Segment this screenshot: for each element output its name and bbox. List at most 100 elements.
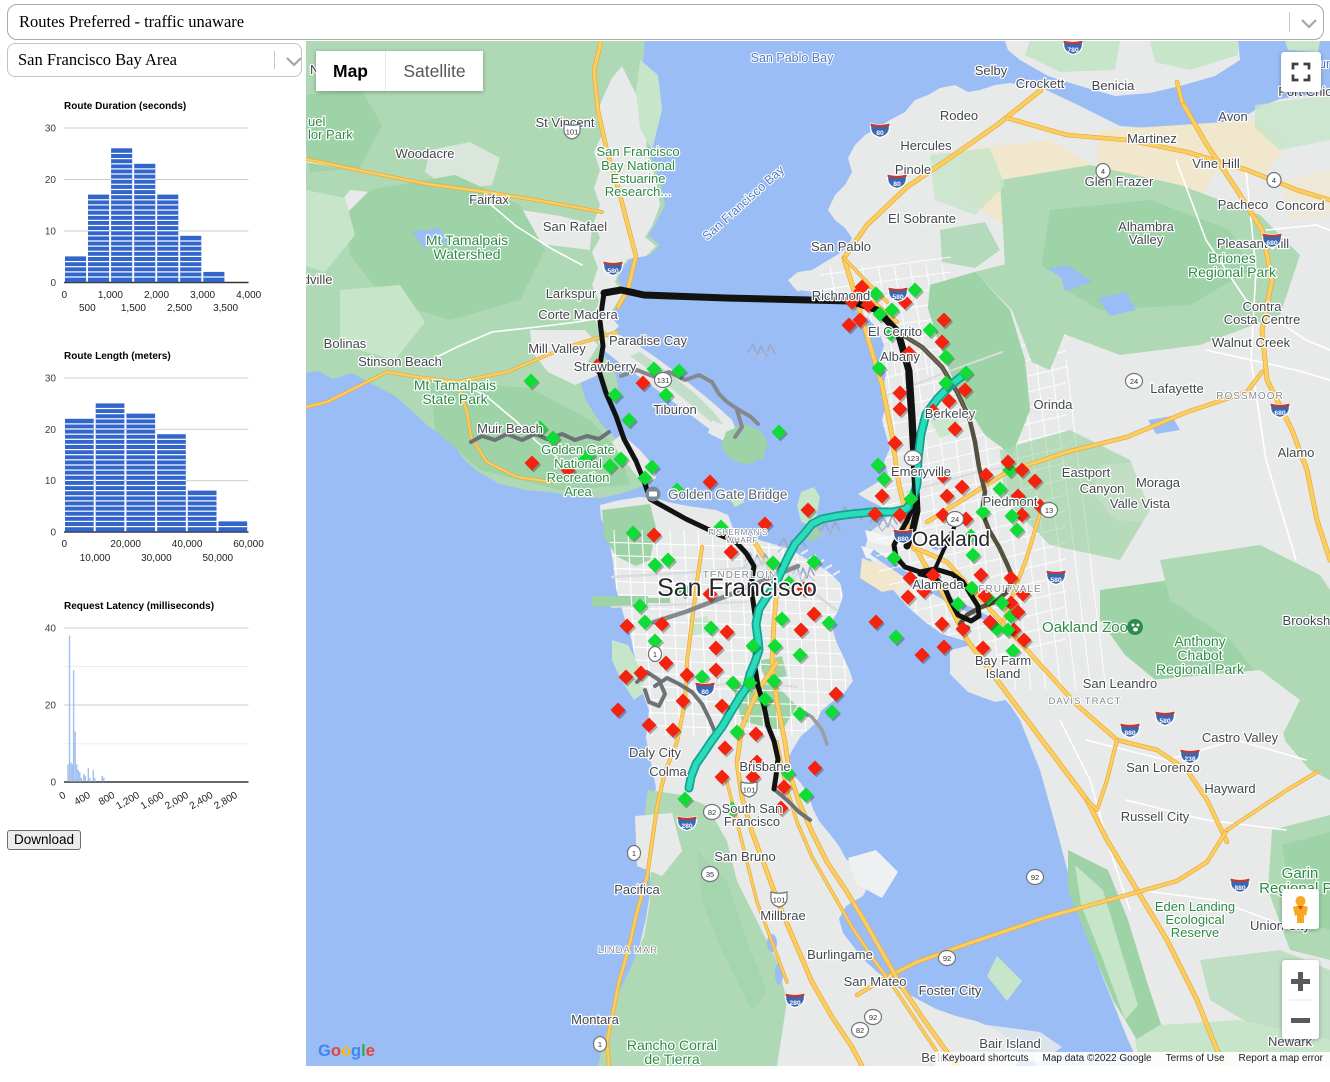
svg-text:Emeryville: Emeryville bbox=[891, 464, 951, 479]
svg-text:San Pablo: San Pablo bbox=[811, 239, 871, 254]
svg-text:92: 92 bbox=[943, 954, 951, 963]
svg-text:Mill Valley: Mill Valley bbox=[528, 341, 586, 356]
svg-text:FRUITVALE: FRUITVALE bbox=[978, 584, 1041, 595]
svg-text:Ecological: Ecological bbox=[1165, 912, 1224, 927]
svg-text:13: 13 bbox=[1045, 506, 1053, 515]
svg-text:Martinez: Martinez bbox=[1127, 131, 1177, 146]
svg-text:580: 580 bbox=[1159, 718, 1171, 725]
svg-text:24: 24 bbox=[1130, 377, 1138, 386]
svg-text:4: 4 bbox=[1101, 167, 1105, 176]
svg-text:20: 20 bbox=[45, 425, 57, 436]
svg-text:Oakland: Oakland bbox=[912, 528, 990, 551]
svg-text:de Tierra: de Tierra bbox=[644, 1051, 699, 1066]
svg-text:El Sobrante: El Sobrante bbox=[888, 211, 956, 226]
svg-text:San Francisco: San Francisco bbox=[657, 574, 817, 602]
svg-text:Burlingame: Burlingame bbox=[807, 947, 873, 962]
svg-text:24: 24 bbox=[951, 515, 959, 524]
svg-text:0: 0 bbox=[50, 528, 56, 539]
svg-text:Pacifica: Pacifica bbox=[614, 882, 660, 897]
svg-text:Reserve: Reserve bbox=[1171, 925, 1219, 940]
svg-text:Hercules: Hercules bbox=[900, 138, 952, 153]
svg-text:30: 30 bbox=[45, 124, 57, 135]
svg-text:Lafayette: Lafayette bbox=[1150, 381, 1204, 396]
svg-text:Strawberry: Strawberry bbox=[574, 359, 637, 374]
svg-text:1,200: 1,200 bbox=[114, 790, 142, 812]
svg-text:Brisbane: Brisbane bbox=[739, 759, 790, 774]
svg-text:Paradise Cay: Paradise Cay bbox=[609, 333, 688, 348]
svg-text:Oakland Zoo: Oakland Zoo bbox=[1042, 619, 1128, 636]
svg-text:San Francisco: San Francisco bbox=[596, 144, 679, 159]
svg-text:Vine Hill: Vine Hill bbox=[1192, 156, 1240, 171]
svg-text:Foster City: Foster City bbox=[919, 983, 982, 998]
svg-text:Request Latency (milliseconds): Request Latency (milliseconds) bbox=[64, 601, 214, 612]
svg-text:Pinole: Pinole bbox=[895, 162, 931, 177]
svg-text:odville: odville bbox=[306, 272, 332, 287]
svg-text:Valle Vista: Valle Vista bbox=[1110, 496, 1171, 511]
svg-text:10: 10 bbox=[45, 227, 57, 238]
svg-text:880: 880 bbox=[1124, 730, 1136, 737]
svg-text:Muir Beach: Muir Beach bbox=[477, 421, 543, 436]
svg-text:80: 80 bbox=[893, 181, 901, 188]
svg-text:Chabot: Chabot bbox=[1177, 647, 1222, 663]
svg-text:Canyon: Canyon bbox=[1080, 481, 1125, 496]
svg-text:0: 0 bbox=[62, 290, 68, 301]
svg-text:500: 500 bbox=[79, 303, 96, 314]
svg-text:Concord: Concord bbox=[1275, 198, 1324, 213]
svg-text:10: 10 bbox=[45, 476, 57, 487]
svg-text:Regional Park: Regional Park bbox=[1156, 661, 1245, 677]
svg-text:800: 800 bbox=[97, 790, 117, 808]
svg-text:50,000: 50,000 bbox=[203, 553, 234, 564]
svg-text:3,500: 3,500 bbox=[213, 303, 238, 314]
svg-text:Woodacre: Woodacre bbox=[395, 146, 454, 161]
svg-text:Bolinas: Bolinas bbox=[324, 336, 367, 351]
svg-text:101: 101 bbox=[566, 128, 579, 137]
svg-text:0: 0 bbox=[58, 790, 69, 803]
svg-text:Pacheco: Pacheco bbox=[1218, 197, 1269, 212]
svg-text:Garin: Garin bbox=[1282, 865, 1319, 882]
svg-text:10,000: 10,000 bbox=[80, 553, 111, 564]
svg-text:280: 280 bbox=[789, 1000, 801, 1007]
svg-text:2,400: 2,400 bbox=[188, 790, 216, 812]
svg-text:Area: Area bbox=[564, 484, 592, 499]
svg-text:Alamo: Alamo bbox=[1278, 445, 1315, 460]
svg-text:Golden Gate Bridge: Golden Gate Bridge bbox=[668, 487, 787, 502]
svg-text:Island: Island bbox=[986, 666, 1021, 681]
svg-text:Eden Landing: Eden Landing bbox=[1155, 899, 1235, 914]
svg-text:lor Park: lor Park bbox=[308, 127, 353, 142]
svg-text:Mt Tamalpais: Mt Tamalpais bbox=[426, 232, 508, 248]
svg-text:2,500: 2,500 bbox=[167, 303, 192, 314]
svg-text:0: 0 bbox=[50, 278, 56, 289]
svg-text:20,000: 20,000 bbox=[110, 539, 141, 550]
svg-text:0: 0 bbox=[62, 539, 68, 550]
svg-text:Route Length (meters): Route Length (meters) bbox=[64, 351, 171, 362]
svg-text:30,000: 30,000 bbox=[141, 553, 172, 564]
svg-text:60,000: 60,000 bbox=[233, 539, 264, 550]
svg-text:Stinson Beach: Stinson Beach bbox=[358, 354, 442, 369]
svg-text:Estuarine: Estuarine bbox=[611, 171, 666, 186]
svg-text:Corte Madera: Corte Madera bbox=[538, 307, 618, 322]
svg-text:35: 35 bbox=[706, 870, 714, 879]
svg-text:40: 40 bbox=[45, 624, 57, 635]
svg-text:Crockett: Crockett bbox=[1016, 76, 1065, 91]
svg-text:131: 131 bbox=[657, 376, 670, 385]
svg-text:40,000: 40,000 bbox=[172, 539, 203, 550]
svg-text:82: 82 bbox=[708, 808, 716, 817]
svg-text:2,000: 2,000 bbox=[144, 290, 169, 301]
svg-text:Rodeo: Rodeo bbox=[940, 108, 978, 123]
svg-text:30: 30 bbox=[45, 374, 57, 385]
svg-text:uel: uel bbox=[308, 114, 325, 129]
svg-text:1,600: 1,600 bbox=[139, 790, 167, 812]
svg-text:Piedmont: Piedmont bbox=[983, 494, 1038, 509]
svg-text:Tiburon: Tiburon bbox=[653, 402, 697, 417]
svg-text:Golden Gate: Golden Gate bbox=[541, 442, 615, 457]
svg-text:Fairfax: Fairfax bbox=[469, 192, 509, 207]
svg-text:92: 92 bbox=[869, 1013, 877, 1022]
svg-text:TENDERLOIN: TENDERLOIN bbox=[703, 570, 777, 581]
svg-text:Bay Farm: Bay Farm bbox=[975, 653, 1031, 668]
svg-text:Francisco: Francisco bbox=[724, 814, 780, 829]
svg-text:WHARF: WHARF bbox=[726, 536, 758, 545]
svg-text:Contra: Contra bbox=[1242, 299, 1282, 314]
svg-text:South San: South San bbox=[722, 801, 783, 816]
svg-text:Russell City: Russell City bbox=[1121, 809, 1190, 824]
svg-text:1: 1 bbox=[598, 1040, 602, 1049]
